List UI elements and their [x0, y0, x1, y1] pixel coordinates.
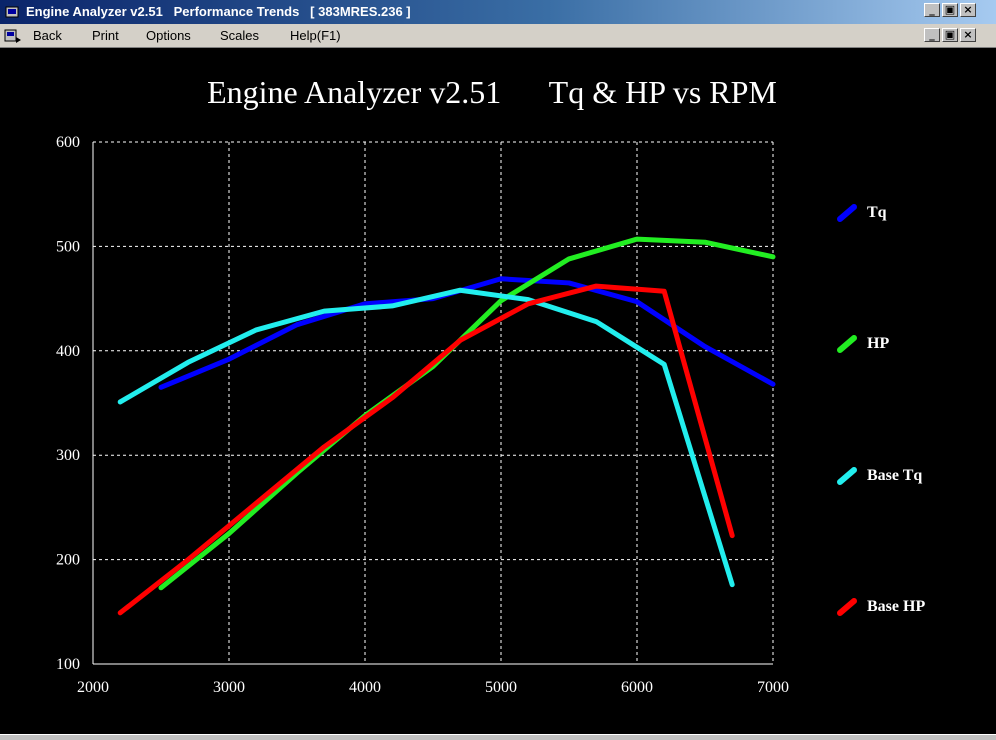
maximize-button[interactable]: ▣ [942, 3, 958, 17]
app-icon [4, 4, 20, 20]
grid [93, 142, 773, 664]
document-icon [4, 28, 22, 44]
legend-swatch-hp [840, 338, 854, 350]
x-tick-label: 7000 [757, 679, 789, 696]
legend-swatch-base-hp [840, 601, 854, 613]
axes [93, 142, 773, 664]
x-tick-label: 5000 [485, 679, 517, 696]
x-tick-label: 6000 [621, 679, 653, 696]
y-tick-label: 600 [56, 134, 80, 151]
doc-maximize-button[interactable]: ▣ [942, 28, 958, 42]
document-window-controls: _ ▣ × [922, 28, 976, 42]
menu-bar: Back Print Options Scales Help(F1) _ ▣ × [0, 24, 996, 48]
y-tick-label: 100 [56, 656, 80, 673]
doc-minimize-button[interactable]: _ [924, 28, 940, 42]
chart-area: Engine Analyzer v2.51 Tq & HP vs RPM 200… [0, 48, 996, 734]
window-controls: _ ▣ × [922, 3, 976, 17]
menu-help[interactable]: Help(F1) [290, 28, 341, 43]
legend-swatch-tq [840, 207, 854, 219]
y-tick-label: 200 [56, 552, 80, 569]
menu-print[interactable]: Print [92, 28, 119, 43]
legend-label-base-tq: Base Tq [867, 467, 922, 484]
series-line-base-hp [120, 286, 732, 613]
x-tick-label: 4000 [349, 679, 381, 696]
x-tick-label: 2000 [77, 679, 109, 696]
window-bottom-edge [0, 734, 996, 740]
menu-scales[interactable]: Scales [220, 28, 259, 43]
menu-options[interactable]: Options [146, 28, 191, 43]
x-tick-label: 3000 [213, 679, 245, 696]
chart-title: Engine Analyzer v2.51 Tq & HP vs RPM [207, 74, 777, 110]
window-title: Engine Analyzer v2.51 Performance Trends… [26, 4, 411, 19]
series-lines [120, 239, 773, 613]
legend-label-base-hp: Base HP [867, 598, 925, 615]
performance-chart: Engine Analyzer v2.51 Tq & HP vs RPM 200… [0, 48, 996, 734]
legend-swatch-base-tq [840, 470, 854, 482]
menu-back[interactable]: Back [33, 28, 62, 43]
legend: Tq HP Base Tq Base HP [840, 204, 925, 615]
y-tick-label: 500 [56, 238, 80, 255]
y-tick-label: 300 [56, 447, 80, 464]
close-button[interactable]: × [960, 3, 976, 17]
minimize-button[interactable]: _ [924, 3, 940, 17]
doc-close-button[interactable]: × [960, 28, 976, 42]
legend-label-tq: Tq [867, 204, 887, 221]
window-title-bar: Engine Analyzer v2.51 Performance Trends… [0, 0, 996, 24]
y-tick-label: 400 [56, 343, 80, 360]
legend-label-hp: HP [867, 335, 889, 352]
